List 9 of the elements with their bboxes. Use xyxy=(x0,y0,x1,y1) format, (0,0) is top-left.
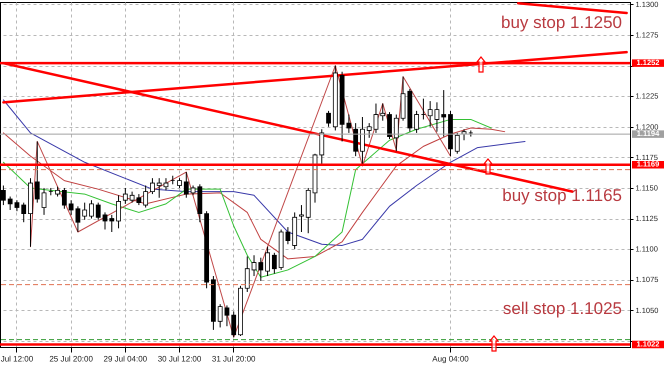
x-tick-label: 29 Jul 04:00 xyxy=(104,354,148,364)
x-tick-label: 25 Jul 20:00 xyxy=(49,354,94,364)
x-tick-label: Aug 04:00 xyxy=(432,354,470,364)
x-tick-label: 31 Jul 20:00 xyxy=(212,354,256,364)
annotation: buy stop 1.1165 xyxy=(502,186,622,205)
annotation: buy stop 1.1250 xyxy=(501,13,622,32)
annotation: sell stop 1.1025 xyxy=(502,299,622,318)
x-tick-label: Jul 12:00 xyxy=(0,354,34,364)
x-tick-label: 30 Jul 12:00 xyxy=(158,354,202,364)
